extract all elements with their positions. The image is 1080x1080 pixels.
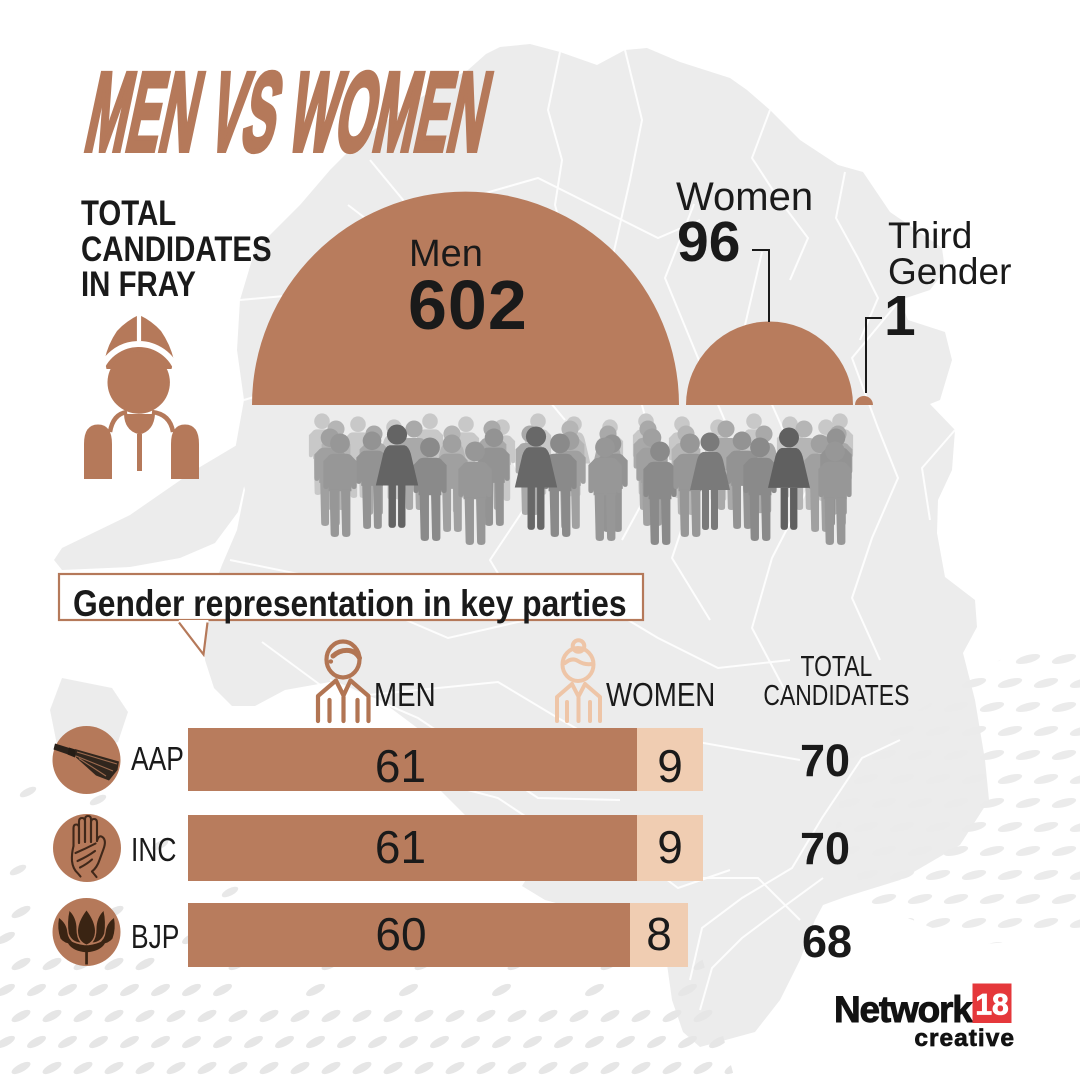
svg-text:creative: creative	[914, 1025, 1015, 1052]
svg-text:18: 18	[975, 989, 1008, 1022]
svg-text:Network: Network	[834, 989, 973, 1030]
svg-text:MEN VS WOMEN: MEN VS WOMEN	[77, 49, 502, 175]
